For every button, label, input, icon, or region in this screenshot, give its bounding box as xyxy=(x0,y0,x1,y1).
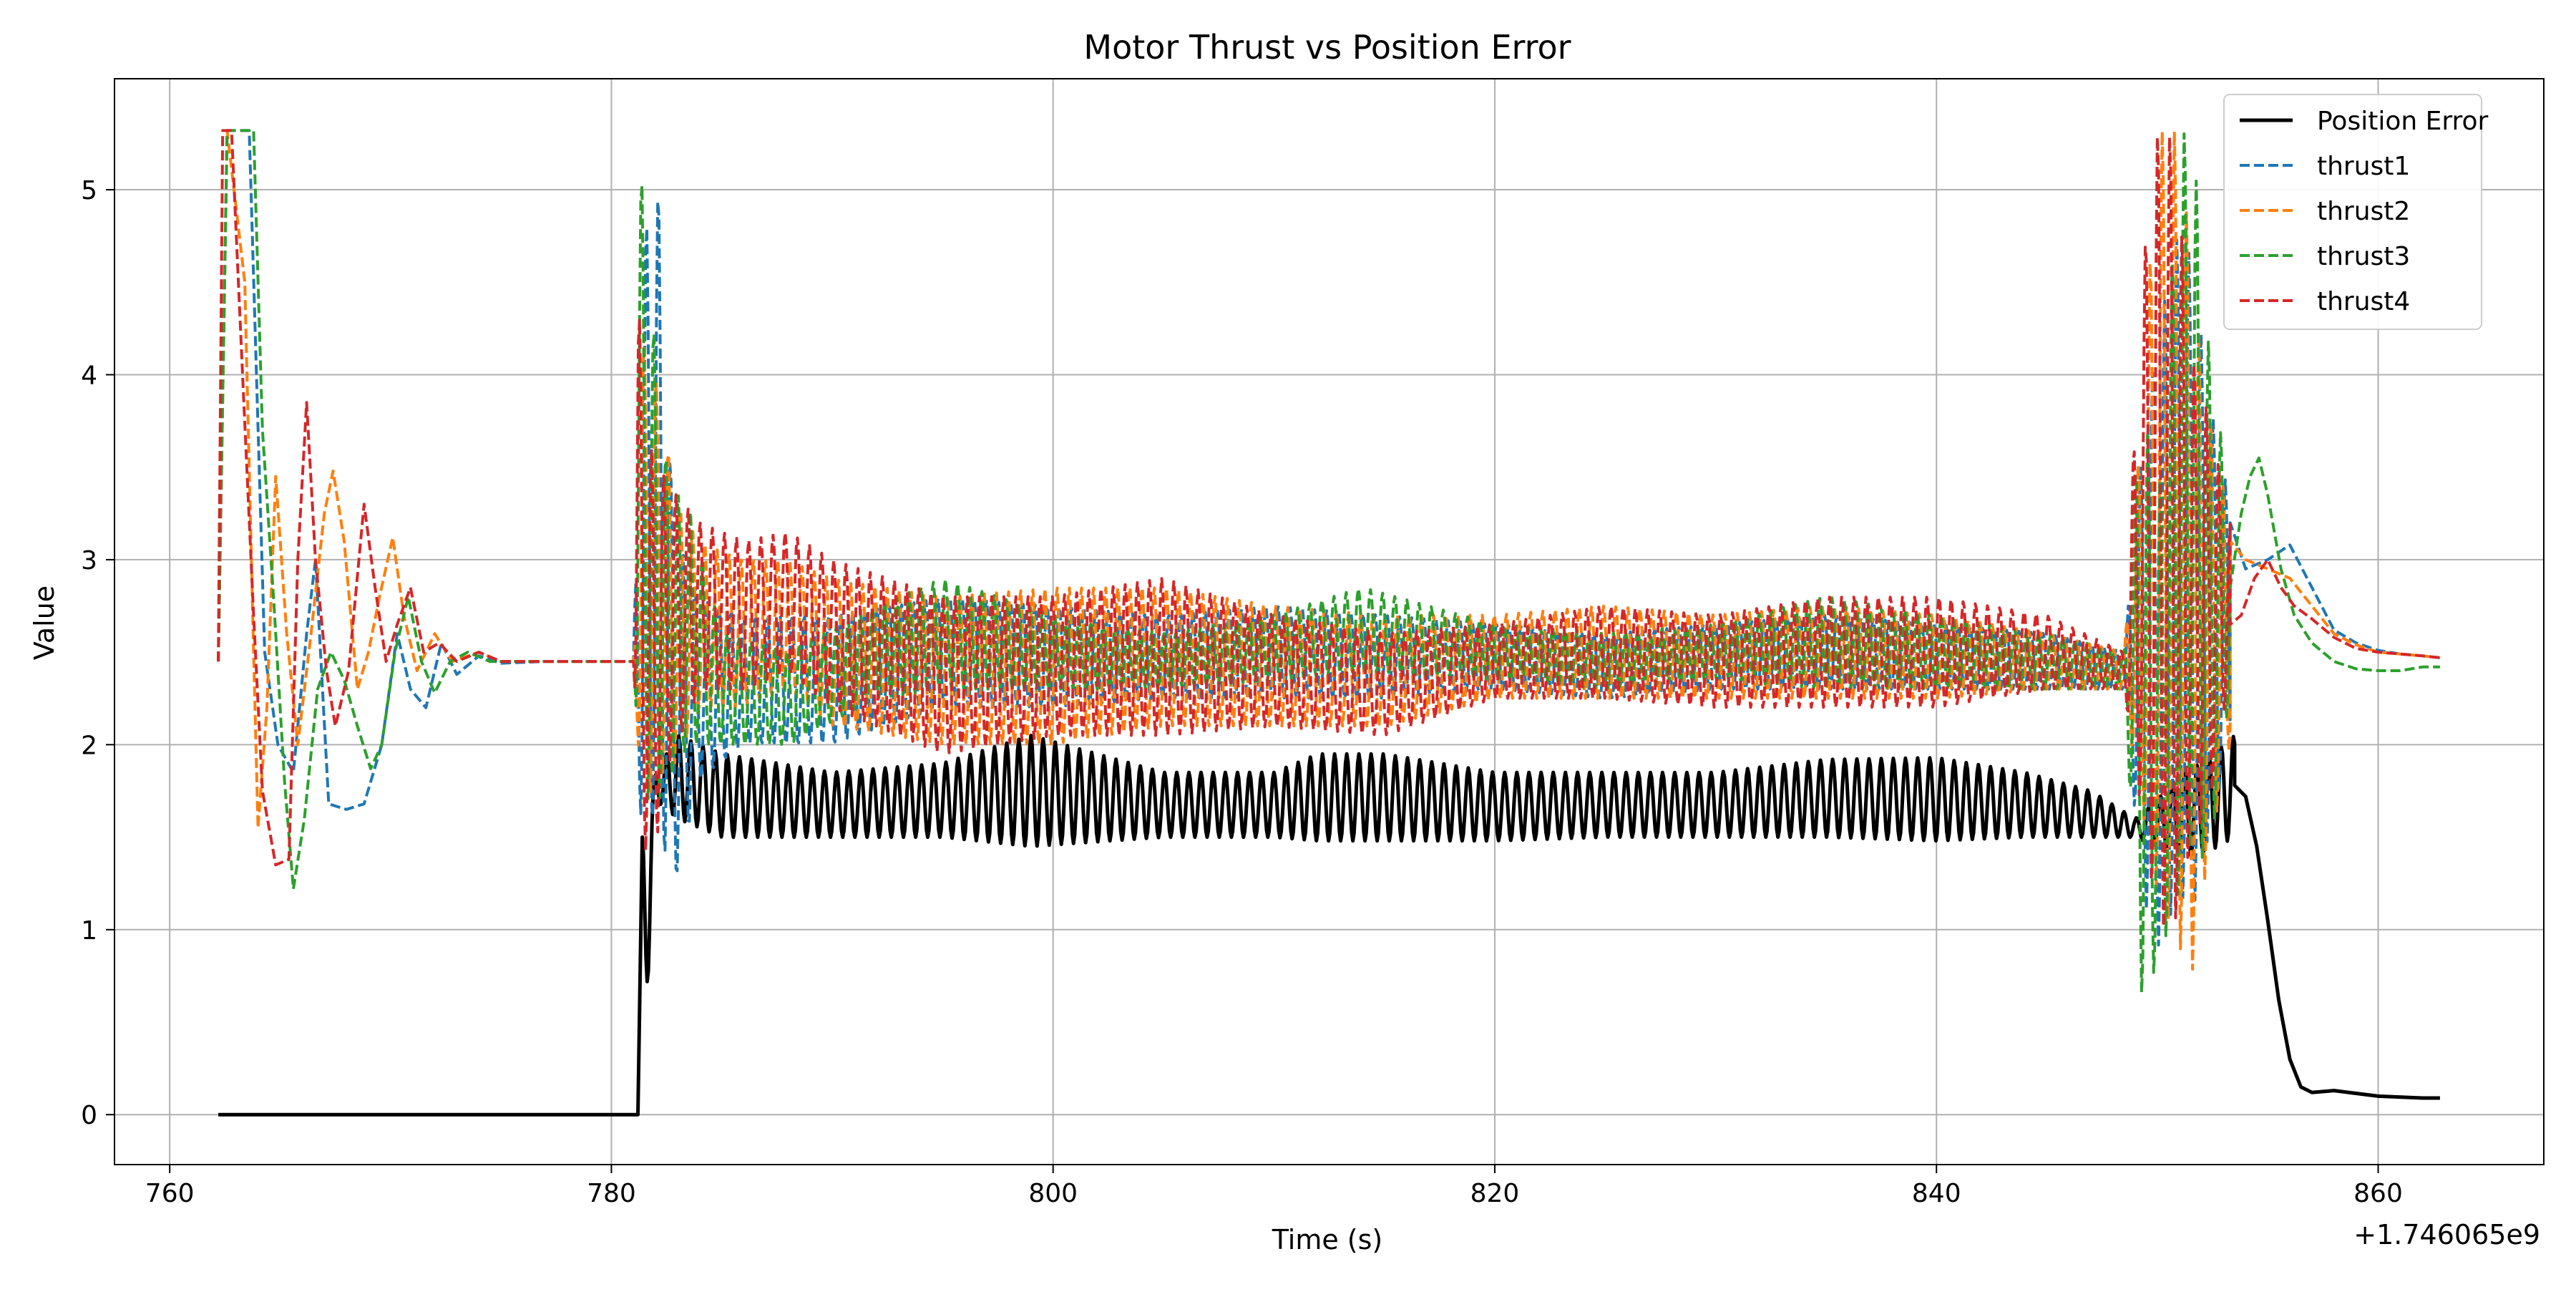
series-position-error xyxy=(218,734,2440,1117)
legend-item: thrust3 xyxy=(2240,242,2410,271)
legend-label: thrust3 xyxy=(2317,242,2410,271)
legend-item: thrust1 xyxy=(2240,152,2410,181)
y-axis-label: Value xyxy=(29,586,60,660)
chart-title: Motor Thrust vs Position Error xyxy=(1083,28,1571,67)
y-tick-label: 0 xyxy=(81,1101,97,1130)
x-axis-label: Time (s) xyxy=(1272,1224,1383,1255)
y-tick-label: 3 xyxy=(81,546,97,575)
thrust4-line xyxy=(217,129,2441,928)
x-tick-label: 760 xyxy=(145,1179,195,1208)
y-tick-label: 1 xyxy=(81,916,97,946)
y-tick-label: 2 xyxy=(81,731,97,760)
x-tick-label: 800 xyxy=(1028,1179,1078,1208)
legend-item: thrust4 xyxy=(2240,287,2410,316)
position-error-line xyxy=(218,734,2440,1117)
x-axis-offset-label: +1.746065e9 xyxy=(2353,1219,2540,1250)
legend-item: Position Error xyxy=(2240,107,2489,136)
tick-layer: 760 780 800 820 840 860 0 1 2 3 4 5 xyxy=(81,176,2403,1208)
legend-label: thrust1 xyxy=(2317,152,2410,181)
y-tick-label: 4 xyxy=(81,361,97,390)
legend-label: thrust2 xyxy=(2317,197,2410,226)
legend: Position Error thrust1 thrust2 thrust3 thrus… xyxy=(2223,94,2489,330)
series-thrust4 xyxy=(217,129,2441,928)
x-tick-label: 840 xyxy=(1912,1179,1961,1208)
legend-label: Position Error xyxy=(2317,107,2489,136)
legend-item: thrust2 xyxy=(2240,197,2410,226)
y-tick-label: 5 xyxy=(81,176,97,205)
series-layer xyxy=(217,129,2441,1117)
x-tick-label: 820 xyxy=(1470,1179,1520,1208)
legend-label: thrust4 xyxy=(2317,287,2410,316)
legend-box xyxy=(2223,94,2482,330)
x-tick-label: 780 xyxy=(587,1179,636,1208)
plot-frame xyxy=(114,78,2545,1165)
x-tick-label: 860 xyxy=(2353,1179,2403,1208)
